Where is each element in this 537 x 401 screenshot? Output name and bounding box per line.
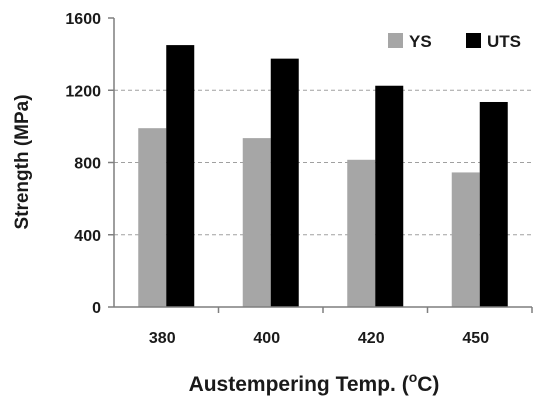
bar-uts-420 — [375, 85, 404, 307]
x-tick-labels: 380 400 420 450 — [149, 330, 489, 347]
x-axis-label: Austempering Temp. (oC) — [189, 369, 440, 396]
y-tick-label: 0 — [92, 300, 101, 317]
y-tick-label: 1600 — [65, 11, 101, 28]
x-tick-label: 450 — [462, 330, 489, 347]
x-tick-label: 420 — [358, 330, 385, 347]
bar-ys-400 — [242, 138, 271, 307]
axes — [108, 17, 533, 313]
x-axis-label-superscript: o — [409, 369, 418, 385]
bar-ys-450 — [451, 172, 480, 307]
legend-swatch-ys — [388, 33, 403, 48]
bars — [138, 45, 508, 307]
x-axis-label-end: C) — [417, 373, 439, 396]
legend: YS UTS — [388, 32, 521, 51]
y-tick-label: 400 — [74, 228, 101, 245]
y-tick-labels: 0 400 800 1200 1600 — [65, 11, 101, 317]
legend-swatch-uts — [466, 33, 481, 48]
x-tick-label: 400 — [253, 330, 280, 347]
x-axis-label-main: Austempering Temp. ( — [189, 373, 409, 396]
bar-ys-380 — [138, 128, 167, 307]
legend-label-uts: UTS — [487, 32, 521, 51]
bar-uts-380 — [166, 45, 195, 307]
bar-uts-450 — [479, 101, 508, 307]
y-axis-label: Strength (MPa) — [12, 94, 33, 229]
x-tick-label: 380 — [149, 330, 176, 347]
y-tick-label: 800 — [74, 156, 101, 173]
bar-ys-420 — [347, 159, 376, 307]
y-tick-label: 1200 — [65, 83, 101, 100]
bar-uts-400 — [270, 58, 299, 307]
legend-label-ys: YS — [409, 32, 432, 51]
